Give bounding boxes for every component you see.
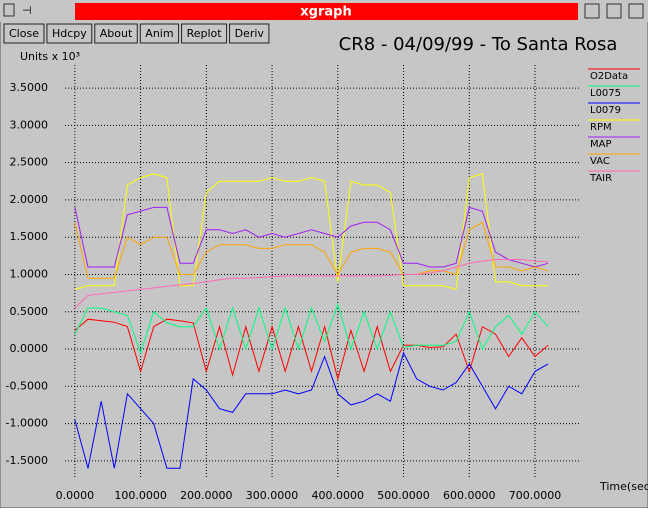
y-axis-label: Units x 10³ [20, 50, 80, 63]
button-frame[interactable] [139, 23, 180, 44]
chart-title: CR8 - 04/09/99 - To Santa Rosa [339, 34, 618, 55]
x-tick-label: 700.0000 [509, 489, 562, 502]
x-tick-label: 500.0000 [377, 489, 430, 502]
x-tick-label: 0.0000 [56, 489, 95, 502]
button-label[interactable]: Anim [145, 27, 173, 40]
button[interactable]: Anim [139, 23, 180, 44]
menu-icon[interactable] [3, 3, 15, 17]
legend-label: L0079 [590, 105, 621, 116]
button-frame[interactable] [94, 23, 138, 44]
button-label[interactable]: About [100, 27, 133, 40]
y-tick-label: 1.5000 [10, 230, 49, 243]
legend-label: RPM [590, 122, 612, 133]
minimize-button[interactable] [584, 3, 600, 19]
button[interactable]: Hdcpy [46, 23, 93, 44]
y-tick-label: 1.0000 [10, 267, 49, 280]
button[interactable]: About [94, 23, 138, 44]
series-line [74, 259, 549, 309]
button-label[interactable]: Deriv [235, 27, 265, 40]
plot: -1.5000 -1.0000 -0.5000 0.0000 0.5000 1.0000 1… [6, 65, 640, 502]
pin-icon[interactable]: ⊣ [22, 4, 32, 17]
button-label[interactable]: Replot [187, 27, 223, 40]
series-line [74, 206, 549, 268]
legend-label: MAP [590, 139, 612, 150]
y-tick-label: 3.0000 [10, 118, 49, 131]
x-tick-label: 300.0000 [246, 489, 299, 502]
x-axis-label: Time(sec) [599, 480, 648, 493]
button-frame[interactable] [3, 23, 45, 44]
y-tick-label: 2.5000 [10, 156, 49, 169]
legend-label: O2Data [590, 71, 628, 82]
series-line [74, 302, 549, 355]
button[interactable]: Close [3, 23, 45, 44]
title-highlight [75, 3, 578, 20]
series-line [74, 318, 549, 381]
maximize-button[interactable] [606, 3, 622, 19]
series-line [74, 351, 549, 469]
close-window-button[interactable] [628, 3, 644, 19]
x-tick-label: 400.0000 [312, 489, 365, 502]
y-tick-label: -0.5000 [6, 379, 48, 392]
y-tick-label: -1.5000 [6, 454, 48, 467]
button-frame[interactable] [181, 23, 228, 44]
button[interactable]: Replot [181, 23, 228, 44]
button-label[interactable]: Close [9, 27, 39, 40]
y-tick-label: -1.0000 [6, 417, 48, 430]
x-tick-label: 100.0000 [114, 489, 167, 502]
series-line [74, 221, 549, 279]
window-title: xgraph [300, 5, 351, 20]
y-tick-label: 0.5000 [10, 305, 49, 318]
legend-label: L0075 [590, 88, 621, 99]
x-tick-label: 600.0000 [443, 489, 496, 502]
button-label[interactable]: Hdcpy [52, 27, 87, 40]
series-line [74, 173, 549, 291]
y-tick-label: 3.5000 [10, 81, 49, 94]
button-frame[interactable] [46, 23, 93, 44]
y-tick-label: 0.0000 [10, 342, 49, 355]
toolbar: Close Hdcpy About Anim Replot Deriv [3, 23, 270, 44]
legend-label: VAC [590, 156, 610, 167]
y-tick-label: 2.0000 [10, 193, 49, 206]
x-tick-label: 200.0000 [180, 489, 233, 502]
button[interactable]: Deriv [229, 23, 270, 44]
legend-label: TAIR [589, 173, 612, 184]
button-frame[interactable] [229, 23, 270, 44]
